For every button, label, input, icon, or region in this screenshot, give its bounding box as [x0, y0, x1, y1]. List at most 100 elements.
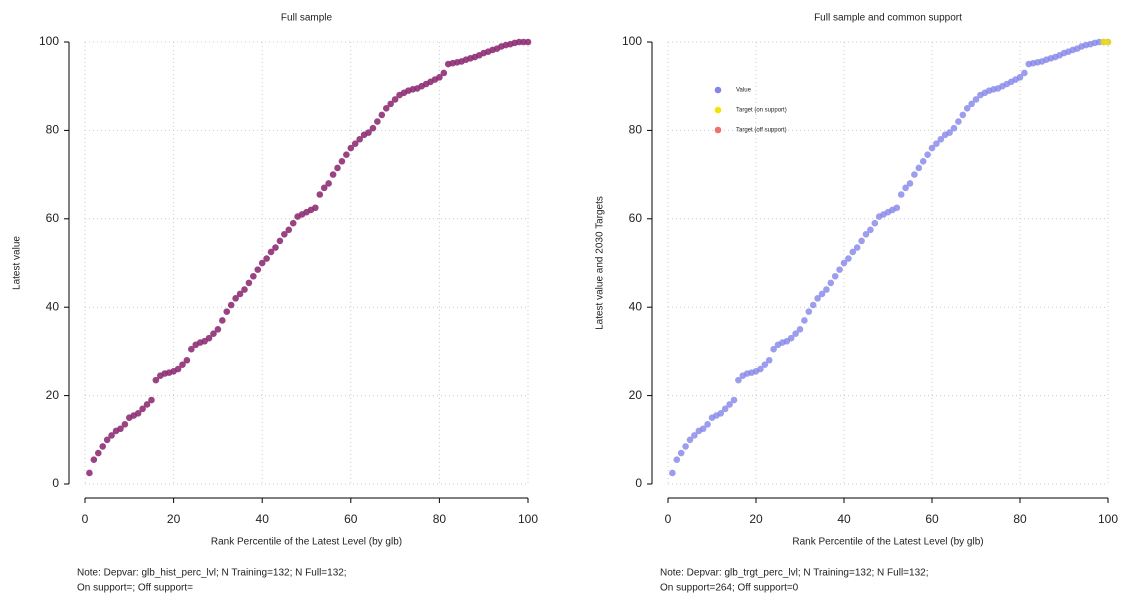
point — [258, 259, 266, 267]
point — [365, 129, 372, 136]
point — [823, 286, 830, 293]
point — [871, 219, 879, 227]
point — [721, 405, 729, 413]
point — [325, 180, 332, 187]
note: On support=; Off support= — [77, 583, 193, 594]
point — [436, 74, 443, 81]
point — [959, 111, 967, 119]
point — [726, 401, 733, 408]
x-tick-label: 80 — [1013, 512, 1027, 526]
point — [673, 456, 681, 463]
y-tick-label: 0 — [635, 476, 642, 490]
point — [717, 409, 725, 417]
point — [369, 124, 377, 132]
point — [858, 237, 865, 245]
x-tick-label: 60 — [344, 512, 358, 526]
point — [814, 295, 821, 302]
point — [840, 259, 848, 267]
point — [179, 361, 186, 368]
point — [924, 151, 931, 159]
point — [329, 171, 337, 178]
point — [285, 226, 293, 234]
point — [972, 96, 980, 103]
point — [770, 345, 777, 353]
point — [836, 266, 843, 273]
point — [906, 180, 914, 187]
y-tick-label: 0 — [52, 476, 59, 490]
point — [134, 409, 142, 417]
point — [174, 365, 182, 373]
point — [1016, 74, 1024, 81]
point — [148, 396, 155, 404]
y-tick-label: 40 — [46, 299, 60, 313]
x-tick-label: 60 — [925, 512, 939, 526]
note: On support=264; Off support=0 — [660, 583, 799, 594]
point — [117, 425, 124, 433]
point — [818, 290, 826, 298]
point — [765, 356, 773, 364]
y-tick-label: 60 — [46, 211, 60, 225]
y-tick-label: 80 — [46, 123, 60, 137]
point — [691, 432, 698, 439]
point — [90, 456, 98, 463]
point — [223, 308, 231, 315]
point — [686, 436, 694, 444]
y-tick-label: 20 — [629, 388, 643, 402]
x-tick-label: 100 — [518, 512, 538, 526]
point — [276, 237, 284, 245]
point — [351, 140, 359, 147]
note: Note: Depvar: glb_trgt_perc_lvl; N Train… — [660, 568, 928, 579]
point — [704, 421, 711, 428]
point — [897, 191, 905, 198]
point — [801, 317, 808, 324]
legend-marker — [714, 106, 722, 114]
x-tick-label: 40 — [837, 512, 851, 526]
point — [805, 308, 813, 315]
point — [232, 295, 239, 302]
point — [902, 184, 909, 192]
point — [312, 204, 319, 212]
point — [853, 244, 861, 251]
point — [387, 100, 394, 108]
x-tick-label: 100 — [1098, 512, 1118, 526]
point — [143, 401, 151, 408]
y-tick-label: 20 — [46, 388, 60, 402]
x-axis-label: Rank Percentile of the Latest Level (by … — [211, 537, 402, 548]
legend-label: Value — [736, 88, 752, 94]
point — [933, 140, 940, 147]
point — [391, 96, 399, 103]
point — [250, 272, 257, 280]
legend-marker — [714, 86, 722, 94]
point — [787, 334, 795, 342]
point — [94, 449, 102, 457]
point — [267, 248, 275, 256]
point — [139, 405, 146, 413]
note: Note: Depvar: glb_hist_perc_lvl; N Train… — [77, 568, 347, 579]
point — [374, 118, 381, 125]
x-axis-label: Rank Percentile of the Latest Level (by … — [792, 537, 983, 548]
point — [968, 100, 975, 108]
point — [440, 69, 448, 77]
point — [289, 219, 297, 227]
point — [334, 164, 341, 172]
point — [919, 158, 927, 165]
point — [757, 365, 764, 373]
point — [735, 376, 742, 384]
point — [915, 164, 923, 172]
legend-label: Target (off support) — [736, 128, 787, 134]
point — [792, 330, 799, 338]
point — [152, 376, 160, 384]
chart-title: Full sample — [281, 13, 333, 24]
point — [254, 266, 262, 273]
point — [911, 171, 918, 178]
y-tick-label: 100 — [622, 34, 642, 48]
y-tick-label: 40 — [629, 299, 643, 313]
x-tick-label: 80 — [433, 512, 447, 526]
point — [241, 286, 248, 293]
point — [845, 255, 852, 262]
point — [946, 129, 953, 136]
point — [796, 326, 804, 333]
y-axis-label: Latest value and 2030 Targets — [595, 196, 606, 330]
point — [893, 204, 901, 212]
